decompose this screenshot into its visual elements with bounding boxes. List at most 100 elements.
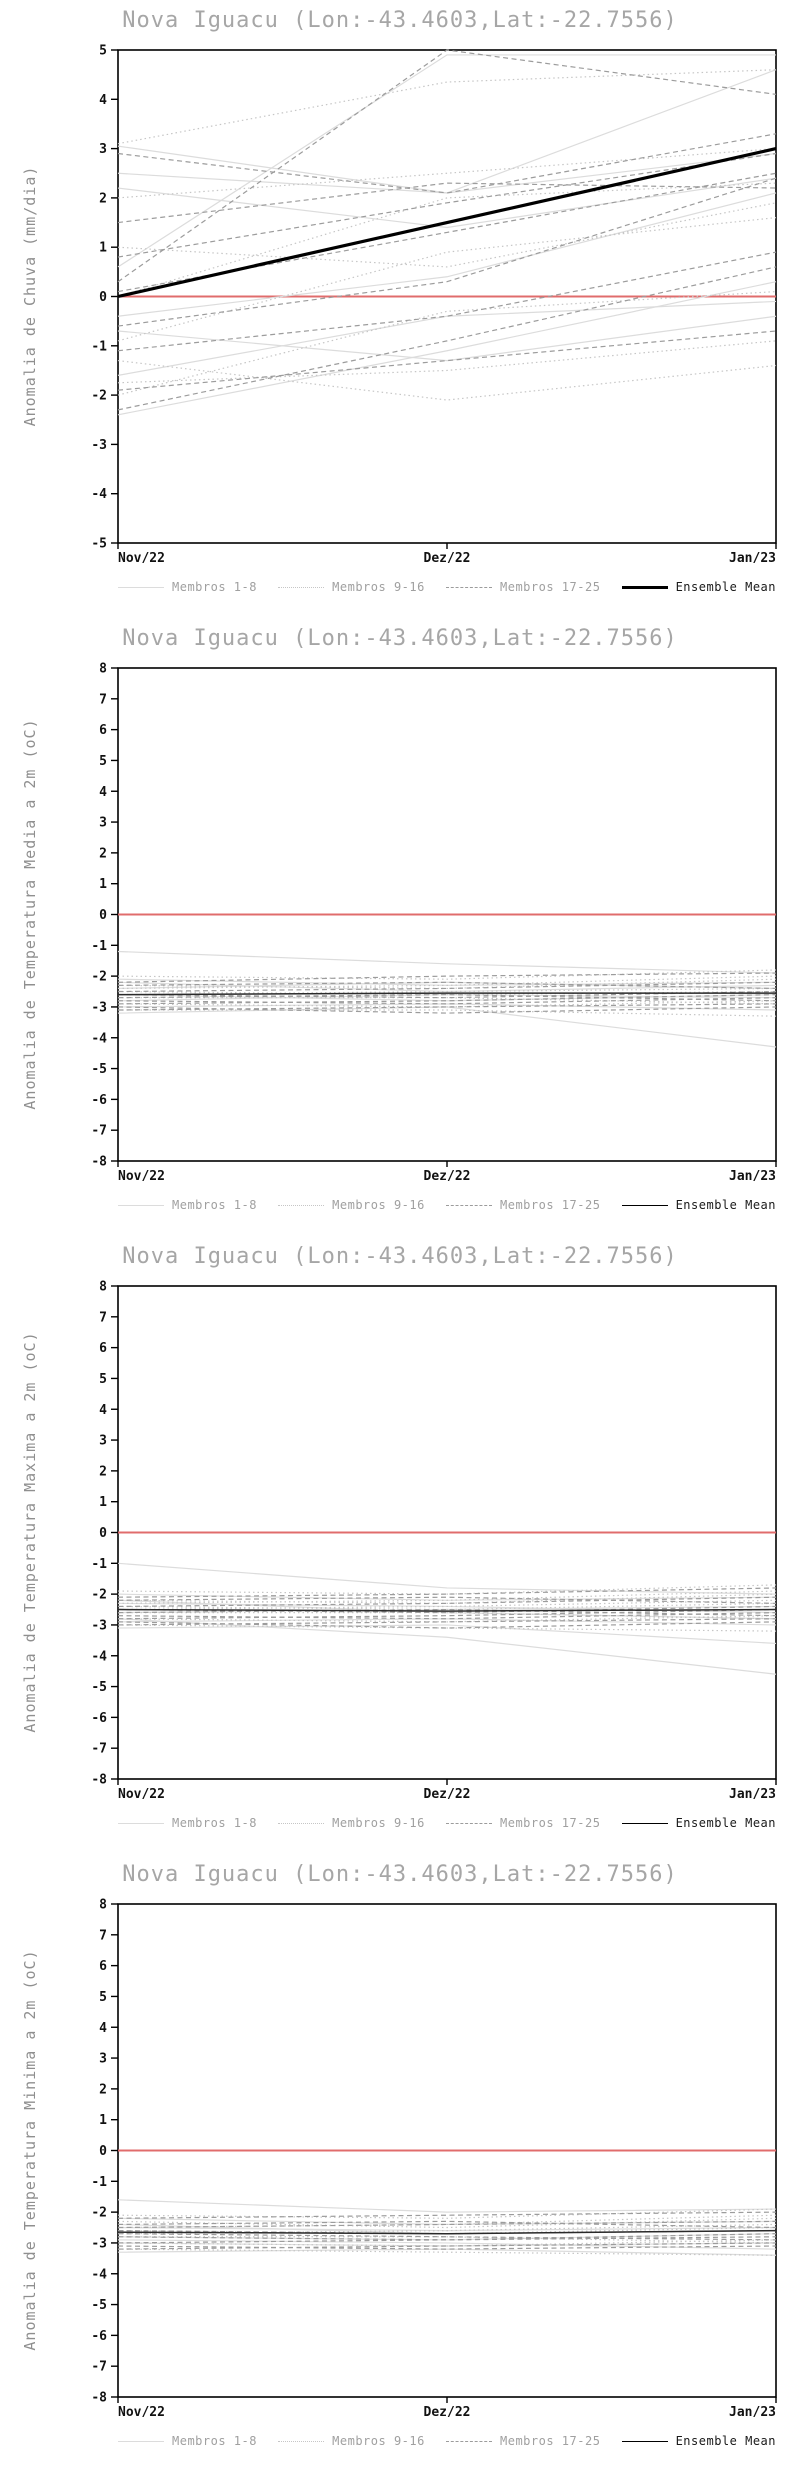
legend-line-sample (446, 1204, 492, 1206)
plot-area: -8 -7 -6 -5 -4 -3 -2 -1 0 1 2 3 4 5 6 7 8 Nov/22 Dez/22 Jan… (91, 1898, 777, 2420)
legend: Membros 1-8 Membros 9-16 Membros 17-25 Ense… (118, 580, 776, 594)
svg-text:3: 3 (99, 1434, 107, 1449)
plot-area: -8 -7 -6 -5 -4 -3 -2 -1 0 1 2 3 4 5 6 7 8 Nov/22 Dez/22 Jan… (91, 1280, 777, 1802)
svg-text:-4: -4 (91, 487, 107, 502)
legend-label: Membros 9-16 (332, 1816, 425, 1830)
svg-text:-5: -5 (91, 1062, 107, 1077)
svg-text:-3: -3 (91, 1618, 107, 1633)
legend-label: Membros 9-16 (332, 2434, 425, 2448)
svg-text:7: 7 (99, 692, 107, 707)
svg-text:-6: -6 (91, 1093, 107, 1108)
svg-text:Jan/23: Jan/23 (729, 551, 776, 566)
legend-label: Membros 17-25 (500, 1816, 601, 1830)
legend-item: Membros 17-25 (446, 1198, 600, 1212)
svg-text:1: 1 (99, 877, 107, 892)
svg-text:-7: -7 (91, 1742, 107, 1757)
svg-text:-2: -2 (91, 1588, 107, 1603)
legend-line-sample (278, 1822, 325, 1824)
chart-max-temperature-anomaly: Nova Iguacu (Lon:-43.4603,Lat:-22.7556) … (0, 1236, 800, 1854)
svg-text:6: 6 (99, 1959, 107, 1974)
svg-text:-5: -5 (91, 1680, 107, 1695)
svg-text:-6: -6 (91, 2329, 107, 2344)
svg-text:Jan/23: Jan/23 (729, 1787, 776, 1802)
svg-text:8: 8 (99, 1280, 107, 1295)
svg-text:-2: -2 (91, 2206, 107, 2221)
svg-text:0: 0 (99, 1526, 107, 1541)
svg-text:-1: -1 (91, 939, 107, 954)
svg-text:Nov/22: Nov/22 (118, 551, 165, 566)
svg-text:7: 7 (99, 1928, 107, 1943)
chart-title: Nova Iguacu (Lon:-43.4603,Lat:-22.7556) (122, 1862, 678, 1887)
legend-line-sample (118, 2440, 164, 2442)
svg-text:-6: -6 (91, 1711, 107, 1726)
svg-text:Dez/22: Dez/22 (424, 1169, 471, 1184)
svg-text:5: 5 (99, 44, 107, 59)
chart-title: Nova Iguacu (Lon:-43.4603,Lat:-22.7556) (122, 626, 678, 651)
legend-label: Ensemble Mean (675, 2434, 776, 2448)
legend-line-sample (446, 2440, 492, 2442)
legend-line-sample (118, 1822, 164, 1824)
legend-item: Membros 17-25 (446, 580, 600, 594)
legend-item: Ensemble Mean (621, 580, 776, 594)
legend-label: Ensemble Mean (675, 1816, 776, 1830)
svg-text:2: 2 (99, 1464, 107, 1479)
svg-text:-7: -7 (91, 1124, 107, 1139)
svg-text:-3: -3 (91, 2236, 107, 2251)
svg-text:-4: -4 (91, 1031, 107, 1046)
svg-text:0: 0 (99, 290, 107, 305)
svg-text:4: 4 (99, 93, 107, 108)
legend-label: Membros 9-16 (332, 580, 425, 594)
legend-line-sample (118, 586, 164, 588)
legend-item: Membros 17-25 (446, 1816, 600, 1830)
legend: Membros 1-8 Membros 9-16 Membros 17-25 Ense… (118, 1816, 776, 1830)
svg-text:-4: -4 (91, 2267, 107, 2282)
chart-min-temperature-anomaly: Nova Iguacu (Lon:-43.4603,Lat:-22.7556) … (0, 1854, 800, 2472)
svg-text:5: 5 (99, 1372, 107, 1387)
legend-label: Membros 17-25 (500, 2434, 601, 2448)
legend-line-sample (278, 586, 325, 588)
svg-text:Dez/22: Dez/22 (424, 1787, 471, 1802)
legend-item: Membros 9-16 (278, 1816, 425, 1830)
svg-text:Jan/23: Jan/23 (729, 2405, 776, 2420)
legend-line-sample (621, 2440, 668, 2442)
svg-text:8: 8 (99, 662, 107, 677)
svg-text:2: 2 (99, 191, 107, 206)
svg-text:6: 6 (99, 723, 107, 738)
legend-item: Membros 17-25 (446, 2434, 600, 2448)
legend-item: Ensemble Mean (621, 1198, 776, 1212)
chart-title: Nova Iguacu (Lon:-43.4603,Lat:-22.7556) (122, 8, 678, 33)
legend: Membros 1-8 Membros 9-16 Membros 17-25 Ense… (118, 1198, 776, 1212)
svg-text:2: 2 (99, 846, 107, 861)
legend-label: Ensemble Mean (675, 580, 776, 594)
legend-label: Membros 1-8 (172, 2434, 257, 2448)
chart-title: Nova Iguacu (Lon:-43.4603,Lat:-22.7556) (122, 1244, 678, 1269)
legend-item: Membros 1-8 (118, 580, 257, 594)
legend-label: Membros 1-8 (172, 1816, 257, 1830)
legend-label: Membros 9-16 (332, 1198, 425, 1212)
legend-line-sample (278, 2440, 325, 2442)
legend-item: Membros 1-8 (118, 1198, 257, 1212)
legend-line-sample (278, 1204, 325, 1206)
svg-text:-7: -7 (91, 2360, 107, 2375)
legend-line-sample (446, 1822, 492, 1824)
chart-rain-anomaly: Nova Iguacu (Lon:-43.4603,Lat:-22.7556) … (0, 0, 800, 618)
legend-label: Membros 17-25 (500, 580, 601, 594)
svg-text:0: 0 (99, 908, 107, 923)
svg-text:-1: -1 (91, 2175, 107, 2190)
legend-item: Ensemble Mean (621, 1816, 776, 1830)
legend-item: Membros 9-16 (278, 2434, 425, 2448)
svg-text:0: 0 (99, 2144, 107, 2159)
plot-area: -8 -7 -6 -5 -4 -3 -2 -1 0 1 2 3 4 5 6 7 8 Nov/22 Dez/22 Jan… (91, 662, 777, 1184)
svg-text:5: 5 (99, 1990, 107, 2005)
svg-text:2: 2 (99, 2082, 107, 2097)
legend-line-sample (621, 585, 668, 589)
svg-text:-1: -1 (91, 1557, 107, 1572)
svg-text:7: 7 (99, 1310, 107, 1325)
svg-text:Nov/22: Nov/22 (118, 1169, 165, 1184)
svg-text:-3: -3 (91, 1000, 107, 1015)
chart-mean-temperature-anomaly: Nova Iguacu (Lon:-43.4603,Lat:-22.7556) … (0, 618, 800, 1236)
legend-item: Membros 1-8 (118, 2434, 257, 2448)
svg-text:3: 3 (99, 2052, 107, 2067)
svg-text:-5: -5 (91, 2298, 107, 2313)
svg-text:4: 4 (99, 1403, 107, 1418)
